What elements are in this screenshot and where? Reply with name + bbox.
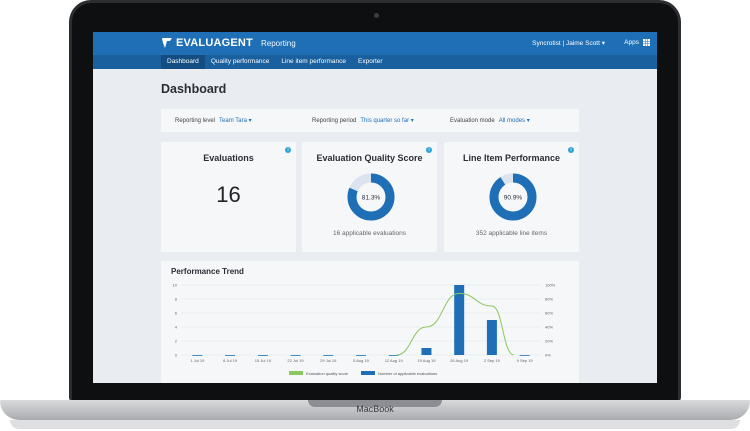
nav-tabs: Dashboard Quality performance Line item …: [161, 55, 389, 69]
x-tick: 8 Jul 19: [223, 358, 238, 363]
bar: [519, 355, 530, 356]
info-icon[interactable]: i: [285, 147, 291, 153]
page-title: Dashboard: [161, 82, 227, 96]
y-tick-right: 80%: [545, 297, 553, 302]
x-tick: 9 Sep 19: [517, 358, 534, 363]
y-tick-left: 8: [175, 297, 178, 302]
tab-quality-performance[interactable]: Quality performance: [210, 58, 270, 65]
legend-label-quality: Evaluation quality score: [306, 371, 349, 376]
reporting-period-label: Reporting period: [312, 118, 357, 124]
info-icon[interactable]: i: [568, 147, 574, 153]
y-tick-left: 6: [175, 311, 178, 316]
brand-logo-icon: [162, 38, 172, 48]
filter-reporting-level: Reporting level Team Tara ▾: [175, 117, 252, 124]
x-tick: 2 Sep 19: [484, 358, 501, 363]
info-icon[interactable]: i: [426, 147, 432, 153]
app-screen: EVALUAGENT Reporting Syncrotist | Jaime …: [93, 32, 657, 383]
x-tick: 1 Jul 19: [190, 358, 205, 363]
evaluation-mode-dropdown[interactable]: All modes ▾: [498, 118, 530, 124]
evaluations-title: Evaluations: [203, 153, 254, 163]
nav-bar: Dashboard Quality performance Line item …: [93, 55, 657, 69]
x-tick: 5 Aug 19: [353, 358, 370, 363]
y-tick-left: 0: [175, 353, 178, 358]
x-tick: 15 Jul 19: [255, 358, 272, 363]
reporting-level-label: Reporting level: [175, 118, 216, 124]
bar: [225, 355, 236, 356]
reporting-level-dropdown[interactable]: Team Tara ▾: [219, 118, 252, 124]
legend-label-evaluations: Number of applicable evaluations: [378, 371, 437, 376]
bar: [192, 355, 203, 356]
camera-dot: [374, 13, 379, 18]
filter-evaluation-mode: Evaluation mode All modes ▾: [450, 117, 530, 124]
x-tick: 22 Jul 19: [287, 358, 304, 363]
line-item-donut: 90.9%: [489, 173, 537, 221]
x-tick: 29 Jul 19: [320, 358, 337, 363]
filter-reporting-period: Reporting period This quarter so far ▾: [312, 117, 414, 124]
laptop-shadow: [10, 420, 740, 429]
bar: [388, 355, 399, 356]
tab-exporter[interactable]: Exporter: [358, 58, 383, 65]
y-tick-left: 4: [175, 325, 178, 330]
quality-score-sub: 16 applicable evaluations: [333, 230, 406, 237]
bar: [421, 348, 432, 355]
legend-swatch-evaluations: [361, 371, 375, 375]
bar: [454, 285, 465, 355]
quality-score-card: i Evaluation Quality Score 81.3% 16 appl…: [302, 142, 437, 252]
evaluations-card: i Evaluations 16: [161, 142, 296, 252]
legend-swatch-quality: [289, 371, 303, 375]
quality-score-line: [396, 292, 515, 356]
y-tick-right: 20%: [545, 339, 553, 344]
bar: [290, 355, 301, 356]
reporting-period-dropdown[interactable]: This quarter so far ▾: [360, 118, 414, 124]
apps-menu-label[interactable]: Apps: [624, 39, 639, 46]
user-menu[interactable]: Syncrotist | Jaime Scott ▾: [532, 40, 605, 47]
quality-score-value: 81.3%: [362, 195, 381, 202]
performance-trend-title: Performance Trend: [171, 267, 244, 276]
quality-score-title: Evaluation Quality Score: [316, 153, 423, 163]
laptop-base: [0, 400, 750, 420]
device-label: MacBook: [356, 404, 394, 414]
y-tick-right: 100%: [545, 283, 556, 288]
y-tick-left: 10: [173, 283, 178, 288]
filter-bar: Reporting level Team Tara ▾ Reporting per…: [161, 109, 579, 132]
line-item-value: 90.9%: [504, 195, 523, 202]
app-logo[interactable]: EVALUAGENT Reporting: [161, 37, 296, 49]
evaluations-count: 16: [216, 182, 241, 207]
bar: [356, 355, 366, 356]
y-tick-right: 40%: [545, 325, 553, 330]
tab-line-item-performance[interactable]: Line item performance: [281, 58, 347, 65]
evaluation-mode-label: Evaluation mode: [450, 118, 495, 124]
brand-name: EVALUAGENT: [176, 37, 253, 49]
x-tick: 26 Aug 19: [450, 358, 469, 363]
x-tick: 12 Aug 19: [385, 358, 404, 363]
line-item-sub: 352 applicable line items: [475, 230, 548, 237]
bar: [486, 320, 497, 355]
performance-trend-panel: Performance Trend 0 2 4 6 8 10 0% 20% 40% 60% 80% 1…: [161, 261, 579, 383]
top-bar: EVALUAGENT Reporting Syncrotist | Jaime …: [93, 32, 657, 55]
tab-dashboard[interactable]: Dashboard: [161, 55, 205, 69]
quality-score-donut: 81.3%: [347, 173, 395, 221]
bar: [323, 355, 334, 356]
line-item-title: Line Item Performance: [462, 153, 561, 163]
apps-grid-icon[interactable]: [643, 39, 650, 46]
laptop-notch: [308, 400, 442, 407]
y-tick-right: 60%: [545, 311, 553, 316]
section-name: Reporting: [260, 38, 296, 48]
donut-fill: [347, 173, 395, 221]
line-item-card: i Line Item Performance 90.9% 352 applic…: [444, 142, 579, 252]
y-tick-right: 0%: [545, 353, 551, 358]
y-tick-left: 2: [175, 339, 178, 344]
bar: [257, 355, 268, 356]
x-tick: 19 Aug 19: [417, 358, 436, 363]
donut-fill: [489, 173, 537, 221]
